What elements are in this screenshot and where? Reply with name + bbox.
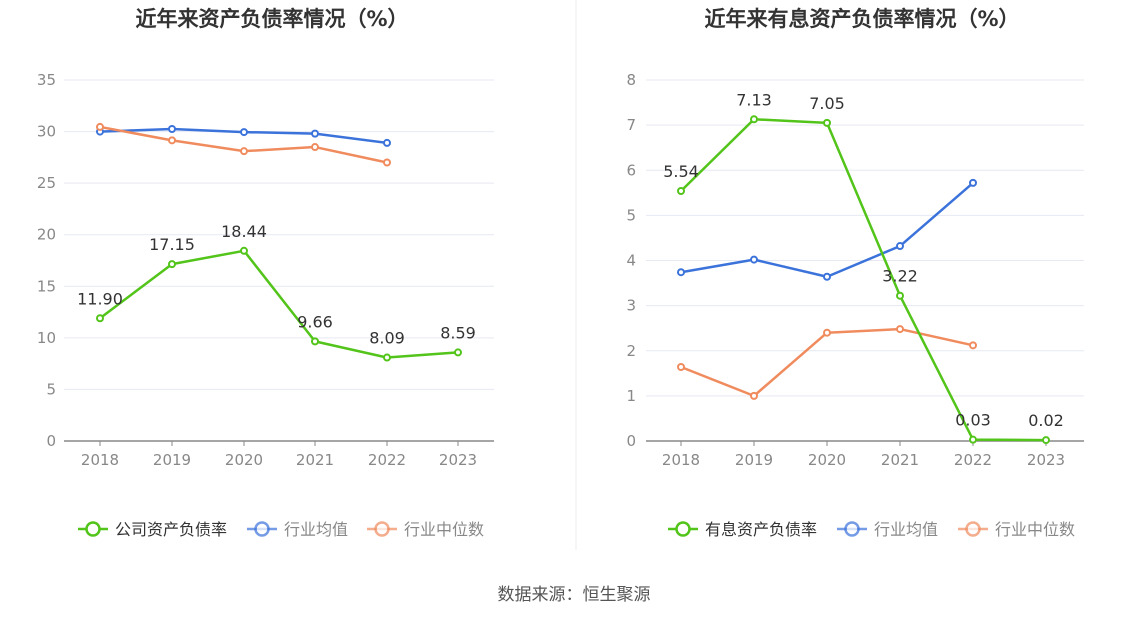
chart2-title: 近年来有息资产负债率情况（%） (704, 7, 1019, 31)
chart2-y-tick-label: 0 (626, 432, 636, 450)
chart2-y-tick-label: 4 (626, 252, 636, 270)
chart2-y-tick-label: 2 (626, 342, 636, 360)
chart1-data-point-company[interactable] (96, 314, 104, 323)
chart1-legend-label: 行业中位数 (404, 520, 484, 539)
chart2-data-label: 0.02 (1028, 411, 1064, 430)
chart2-data-point-industry_avg[interactable] (750, 255, 758, 264)
chart1-x-tick-label: 2021 (296, 451, 334, 469)
chart2-legend-marker[interactable] (675, 521, 691, 537)
chart2-data-point-company[interactable] (969, 435, 977, 444)
chart1-data-point-industry_avg[interactable] (168, 124, 176, 133)
chart1-x-tick-label: 2022 (368, 451, 406, 469)
chart2-y-tick-label: 6 (626, 161, 636, 179)
chart2-series-line-company (680, 118, 1047, 442)
chart2-legend-label: 行业中位数 (995, 520, 1075, 539)
chart2-data-label: 7.13 (736, 90, 772, 109)
chart1-y-tick-label: 20 (37, 226, 56, 244)
chart1-legend-label: 行业均值 (284, 520, 348, 539)
chart2-y-tick-label: 8 (626, 71, 636, 89)
chart2-data-point-industry_median[interactable] (823, 328, 831, 337)
chart1-data-label: 8.59 (440, 323, 476, 342)
chart2-data-point-industry_median[interactable] (677, 362, 685, 371)
chart1-legend-marker[interactable] (254, 521, 270, 537)
chart1-data-point-industry_avg[interactable] (383, 138, 391, 147)
chart2-x-tick-label: 2018 (662, 451, 700, 469)
chart2-data-point-industry_median[interactable] (969, 341, 977, 350)
chart2-data-point-industry_median[interactable] (896, 325, 904, 334)
chart1-legend-marker[interactable] (374, 521, 390, 537)
chart1-series-line-company (99, 249, 459, 359)
chart1-x-tick-label: 2019 (153, 451, 191, 469)
chart1-legend-label: 公司资产负债率 (115, 520, 227, 539)
chart2-data-point-company[interactable] (1042, 436, 1050, 445)
chart1-data-point-industry_median[interactable] (168, 136, 176, 145)
chart2-x-tick-label: 2020 (808, 451, 846, 469)
chart1-data-label: 17.15 (149, 235, 195, 254)
chart2-y-tick-label: 3 (626, 297, 636, 315)
chart2-x-tick-label: 2021 (881, 451, 919, 469)
chart2-data-point-industry_avg[interactable] (969, 178, 977, 187)
chart2-data-label: 3.22 (882, 267, 918, 286)
chart2-y-tick-label: 7 (626, 116, 636, 134)
chart2-legend-label: 有息资产负债率 (705, 520, 817, 539)
chart2-data-label: 5.54 (663, 162, 699, 181)
chart1-data-label: 11.90 (77, 289, 123, 308)
chart2-x-tick-label: 2019 (735, 451, 773, 469)
chart2-legend-marker[interactable] (965, 521, 981, 537)
data-source-note: 数据来源：恒生聚源 (497, 585, 651, 605)
chart1-data-point-industry_avg[interactable] (311, 129, 319, 138)
chart1-data-point-industry_median[interactable] (96, 122, 104, 131)
chart1-y-tick-label: 25 (37, 174, 56, 192)
chart2-x-tick-label: 2022 (954, 451, 992, 469)
chart2-data-label: 0.03 (955, 411, 991, 430)
chart2-data-point-company[interactable] (677, 187, 685, 196)
chart2-y-tick-label: 5 (626, 206, 636, 224)
chart2-data-point-industry_median[interactable] (750, 391, 758, 400)
chart2-series-line-industry_median (680, 327, 974, 398)
chart1-data-point-industry_avg[interactable] (240, 128, 248, 137)
chart1-data-point-company[interactable] (168, 260, 176, 269)
chart1-data-point-company[interactable] (383, 353, 391, 362)
chart2-data-point-industry_avg[interactable] (677, 268, 685, 277)
chart1-y-tick-label: 35 (37, 71, 56, 89)
chart1-x-tick-label: 2020 (225, 451, 263, 469)
chart1-data-point-industry_median[interactable] (383, 158, 391, 167)
chart1-title: 近年来资产负债率情况（%） (135, 7, 408, 31)
chart2-y-tick-label: 1 (626, 387, 636, 405)
chart2-data-point-company[interactable] (823, 118, 831, 127)
chart1-data-label: 8.09 (369, 329, 405, 348)
chart1-data-point-company[interactable] (240, 246, 248, 255)
chart1-x-tick-label: 2023 (439, 451, 477, 469)
chart2-data-point-company[interactable] (750, 115, 758, 124)
chart2-legend-label: 行业均值 (874, 520, 938, 539)
chart1-y-tick-label: 30 (37, 123, 56, 141)
chart1-y-tick-label: 5 (46, 380, 56, 398)
chart2-series-line-industry_avg (680, 181, 974, 278)
chart2-data-point-company[interactable] (896, 291, 904, 300)
chart2-data-point-industry_avg[interactable] (823, 272, 831, 281)
chart1-data-point-industry_median[interactable] (240, 147, 248, 156)
chart1-y-tick-label: 0 (46, 432, 56, 450)
chart1-data-point-company[interactable] (311, 337, 319, 346)
chart2-legend-marker[interactable] (844, 521, 860, 537)
chart2-x-tick-label: 2023 (1027, 451, 1065, 469)
chart1-data-label: 18.44 (221, 222, 267, 241)
chart1-data-point-industry_median[interactable] (311, 143, 319, 152)
chart1-y-tick-label: 10 (37, 329, 56, 347)
chart1-x-tick-label: 2018 (81, 451, 119, 469)
chart2-data-label: 7.05 (809, 94, 845, 113)
chart1-data-label: 9.66 (297, 312, 333, 331)
chart2-data-point-industry_avg[interactable] (896, 242, 904, 251)
chart1-data-point-company[interactable] (454, 348, 462, 357)
chart1-y-tick-label: 15 (37, 277, 56, 295)
chart1-legend-marker[interactable] (85, 521, 101, 537)
